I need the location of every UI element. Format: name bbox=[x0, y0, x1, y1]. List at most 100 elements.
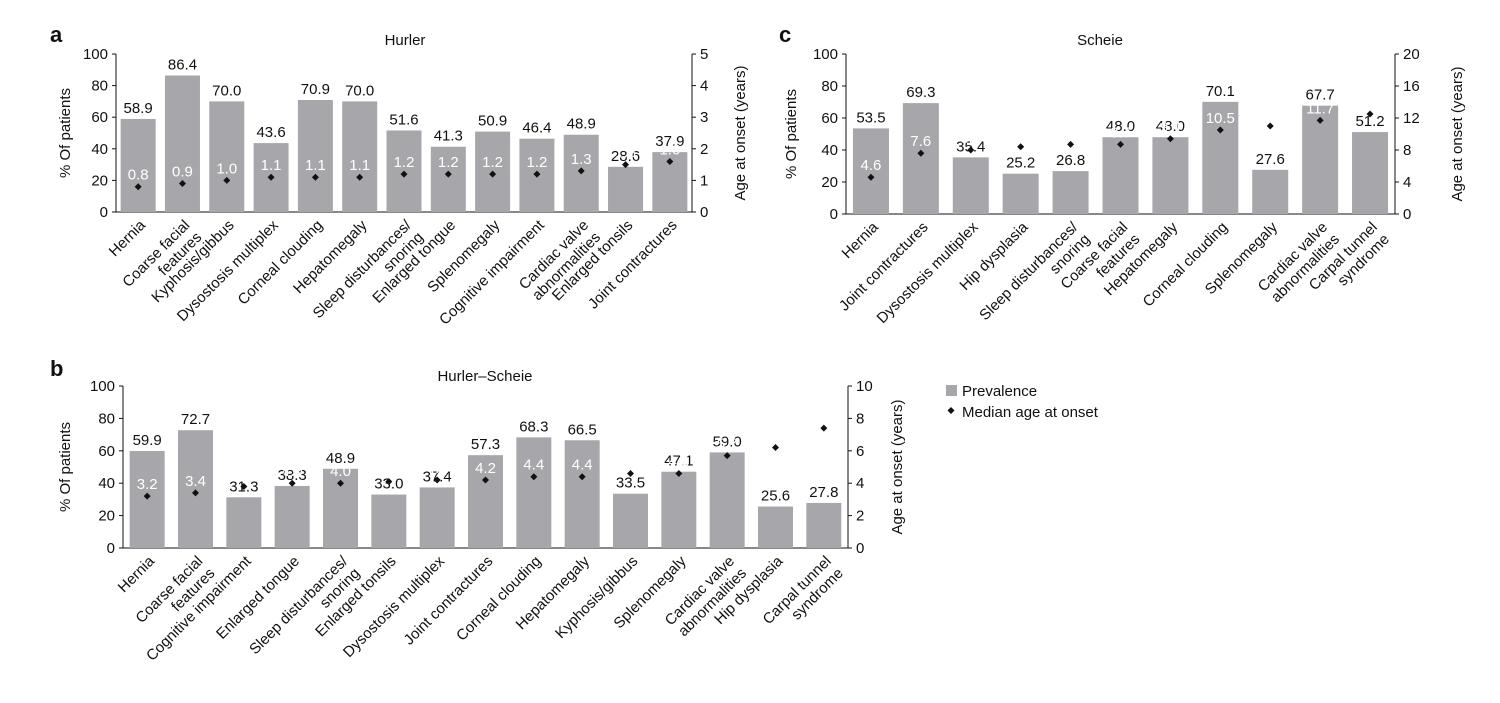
y2-tick-label: 10 bbox=[856, 378, 873, 395]
age-marker bbox=[444, 170, 452, 178]
y-tick-label: 20 bbox=[98, 508, 115, 525]
age-value-label: 8.4 bbox=[1010, 127, 1031, 144]
age-value-label: 1.0 bbox=[216, 160, 237, 177]
prevalence-bar bbox=[516, 437, 552, 548]
age-marker bbox=[578, 473, 586, 481]
category-label-line: Joint contractures bbox=[401, 553, 497, 649]
age-marker bbox=[400, 170, 408, 178]
prevalence-bar bbox=[226, 497, 262, 548]
age-marker bbox=[666, 157, 674, 165]
prevalence-bar bbox=[952, 157, 989, 214]
prevalence-value-label: 86.4 bbox=[168, 56, 197, 73]
age-value-label: 4.4 bbox=[572, 457, 593, 474]
legend-prevalence-swatch bbox=[946, 385, 957, 396]
prevalence-bar bbox=[1252, 169, 1289, 214]
prevalence-value-label: 70.0 bbox=[212, 82, 241, 99]
y2-tick-label: 6 bbox=[856, 443, 864, 460]
age-marker bbox=[143, 492, 151, 500]
prevalence-bar bbox=[1202, 101, 1239, 214]
age-value-label: 9.4 bbox=[1160, 119, 1181, 136]
prevalence-bar bbox=[608, 166, 644, 212]
prevalence-value-label: 70.9 bbox=[301, 81, 330, 98]
age-value-label: 1.3 bbox=[571, 151, 592, 168]
y-tick-label: 0 bbox=[830, 206, 838, 223]
age-value-label: 4.6 bbox=[668, 453, 689, 470]
age-value-label: 5.7 bbox=[717, 436, 738, 453]
y2-tick-label: 4 bbox=[700, 78, 708, 95]
age-value-label: 1.1 bbox=[261, 157, 282, 174]
prevalence-bar bbox=[371, 494, 407, 548]
prevalence-value-label: 53.5 bbox=[856, 109, 885, 126]
age-marker bbox=[1117, 140, 1124, 148]
prevalence-bar bbox=[297, 99, 333, 212]
age-value-label: 11.7 bbox=[1306, 100, 1334, 117]
prevalence-bar bbox=[1152, 137, 1189, 214]
age-value-label: 6.2 bbox=[765, 428, 786, 445]
age-marker bbox=[627, 469, 634, 477]
age-value-label: 3.2 bbox=[137, 476, 158, 493]
age-value-label: 7.6 bbox=[910, 133, 931, 150]
category-label-line: Hernia bbox=[115, 552, 159, 596]
y-tick-label: 80 bbox=[98, 410, 115, 427]
age-value-label: 3.4 bbox=[185, 473, 206, 490]
category-label: Hernia bbox=[115, 552, 159, 596]
prevalence-value-label: 46.4 bbox=[522, 120, 551, 137]
category-label-line: Hernia bbox=[839, 218, 883, 262]
prevalence-bar bbox=[274, 485, 310, 548]
age-marker bbox=[489, 170, 497, 178]
panel-letter: a bbox=[50, 22, 63, 47]
prevalence-value-label: 50.9 bbox=[478, 113, 507, 130]
y2-tick-label: 0 bbox=[1403, 206, 1411, 223]
age-marker bbox=[337, 479, 344, 487]
chart-title: Hurler bbox=[385, 32, 426, 49]
category-label-line: Hernia bbox=[106, 216, 150, 260]
prevalence-value-label: 59.9 bbox=[133, 432, 162, 449]
prevalence-value-label: 57.3 bbox=[471, 436, 500, 453]
age-marker bbox=[482, 476, 489, 484]
category-label: Corneal clouding bbox=[1140, 219, 1232, 311]
age-marker bbox=[533, 170, 541, 178]
prevalence-value-label: 27.6 bbox=[1256, 151, 1285, 168]
category-label: Joint contractures bbox=[836, 219, 932, 315]
prevalence-value-label: 26.8 bbox=[1056, 152, 1085, 169]
age-marker bbox=[1017, 143, 1025, 151]
age-marker bbox=[820, 424, 828, 432]
prevalence-value-label: 51.6 bbox=[389, 111, 418, 128]
age-marker bbox=[356, 173, 364, 181]
prevalence-value-label: 48.0 bbox=[1106, 118, 1135, 135]
y2-tick-label: 0 bbox=[856, 540, 864, 557]
y-tick-label: 0 bbox=[107, 540, 115, 557]
age-value-label: 4.0 bbox=[282, 463, 303, 480]
chart-title: Scheie bbox=[1077, 32, 1123, 49]
prevalence-bar bbox=[342, 101, 378, 212]
prevalence-bar bbox=[758, 506, 793, 548]
age-marker bbox=[223, 176, 231, 184]
age-value-label: 4.6 bbox=[620, 453, 641, 470]
age-marker bbox=[723, 452, 731, 460]
age-marker bbox=[917, 149, 925, 157]
prevalence-bar bbox=[1102, 137, 1139, 214]
prevalence-bar bbox=[1002, 173, 1039, 214]
panel-letter: c bbox=[779, 22, 791, 47]
category-label: Enlarged tongue bbox=[213, 553, 303, 643]
prevalence-bar bbox=[852, 128, 889, 214]
age-marker bbox=[288, 479, 296, 487]
prevalence-value-label: 69.3 bbox=[906, 84, 935, 101]
age-value-label: 1.1 bbox=[349, 157, 370, 174]
age-value-label: 3.8 bbox=[233, 466, 254, 483]
chart-panel-scheie: c Scheie 0 20 40 60 80 100 0 4 8 12 16 20 % Of patient… bbox=[779, 22, 1466, 327]
prevalence-bar bbox=[430, 146, 466, 212]
age-marker bbox=[675, 469, 683, 477]
prevalence-value-label: 58.9 bbox=[124, 100, 153, 117]
prevalence-bar bbox=[806, 502, 842, 548]
prevalence-value-label: 66.5 bbox=[568, 421, 597, 438]
y2-tick-label: 12 bbox=[1403, 110, 1420, 127]
chart-title: Hurler–Scheie bbox=[437, 368, 532, 385]
age-value-label: 1.2 bbox=[394, 154, 415, 171]
y2-tick-label: 2 bbox=[856, 508, 864, 525]
category-label: Corneal clouding bbox=[453, 553, 545, 645]
y2-tick-label: 20 bbox=[1403, 46, 1420, 63]
prevalence-value-label: 59.0 bbox=[713, 433, 742, 450]
y-tick-label: 60 bbox=[98, 443, 115, 460]
prevalence-bar bbox=[613, 493, 648, 548]
